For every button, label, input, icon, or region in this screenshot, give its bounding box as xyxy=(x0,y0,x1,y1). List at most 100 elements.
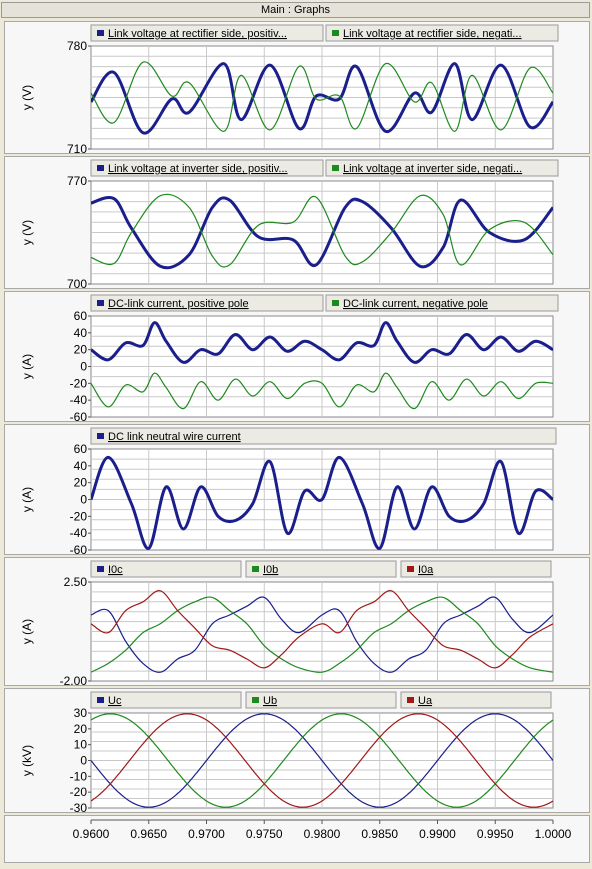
y-tick-label: 0 xyxy=(80,360,87,374)
y-tick-label: 10 xyxy=(74,738,88,752)
series-line xyxy=(91,590,553,669)
graph-svg: 2.50 -2.00 y (A) I0c I0b I0a xyxy=(20,560,554,688)
legend-entry[interactable]: DC link neutral wire current xyxy=(90,427,557,445)
graph-panel-2[interactable]: 770 700 y (V) Link voltage at inverter side… xyxy=(4,156,590,291)
series-line xyxy=(91,713,553,808)
series-line xyxy=(91,596,553,673)
y-tick-label: 780 xyxy=(67,39,87,53)
legend-box xyxy=(325,24,559,42)
legend-label: DC-link current, negative pole xyxy=(343,298,488,310)
legend-entry[interactable]: DC-link current, positive pole xyxy=(90,294,324,312)
legend-swatch xyxy=(97,30,104,36)
series-line xyxy=(91,62,553,135)
legend-label: I0b xyxy=(263,564,278,576)
graph-panel-6[interactable]: 30 20 10 0 -10 -20 -30 y (kV) Uc Ub Ua xyxy=(4,688,590,815)
x-tick-label: 0.9600 xyxy=(73,827,110,841)
legend-box xyxy=(90,159,324,177)
legend-entry[interactable]: I0b xyxy=(245,560,397,578)
legend-swatch xyxy=(332,30,339,36)
legend-swatch xyxy=(332,165,339,171)
legend-label: Link voltage at rectifier side, positiv.… xyxy=(108,28,287,40)
legend-label: Link voltage at rectifier side, negati..… xyxy=(343,28,522,40)
legend-entry[interactable]: Link voltage at rectifier side, positiv.… xyxy=(90,24,324,42)
legend-label: I0c xyxy=(108,564,123,576)
x-tick-label: 0.9750 xyxy=(246,827,283,841)
legend-label: Link voltage at inverter side, positiv..… xyxy=(108,163,288,175)
x-axis-panel: 0.9600 0.9650 0.9700 0.9750 0.9800 0.9850 0.99… xyxy=(4,815,590,863)
graph-panel-1[interactable]: 780 710 y (V) Link voltage at rectifier sid… xyxy=(4,21,590,156)
legend-entry[interactable]: Link voltage at inverter side, positiv..… xyxy=(90,159,324,177)
legend-entry[interactable]: Uc xyxy=(90,691,242,709)
series-line xyxy=(91,193,553,268)
legend-box xyxy=(90,294,324,312)
series-line xyxy=(91,196,553,270)
legend-box xyxy=(245,691,397,709)
y-tick-label: 60 xyxy=(74,309,88,323)
legend-box xyxy=(400,691,552,709)
y-tick-label: -60 xyxy=(70,410,88,423)
y-tick-label: -40 xyxy=(70,393,88,407)
series-line xyxy=(91,596,553,673)
legend-swatch xyxy=(407,566,414,572)
y-tick-label: -2.00 xyxy=(60,674,88,687)
legend-entry[interactable]: DC-link current, negative pole xyxy=(325,294,559,312)
legend-swatch xyxy=(97,697,104,703)
legend-entry[interactable]: I0c xyxy=(90,560,242,578)
y-tick-label: 0 xyxy=(80,754,87,768)
y-tick-label: 60 xyxy=(74,442,88,456)
x-tick-label: 0.9950 xyxy=(477,827,514,841)
y-tick-label: 20 xyxy=(74,476,88,490)
legend-label: Link voltage at inverter side, negati... xyxy=(343,163,522,175)
legend-box xyxy=(90,427,557,445)
legend-label: DC-link current, positive pole xyxy=(108,298,249,310)
legend-entry[interactable]: I0a xyxy=(400,560,552,578)
legend-entry[interactable]: Link voltage at inverter side, negati... xyxy=(325,159,559,177)
series-line xyxy=(91,372,553,410)
x-axis: 0.9600 0.9650 0.9700 0.9750 0.9800 0.9850 0.99… xyxy=(73,819,572,841)
legend-entry[interactable]: Ub xyxy=(245,691,397,709)
y-tick-label: -20 xyxy=(70,509,88,523)
series-line xyxy=(91,713,553,808)
legend-entry[interactable]: Ua xyxy=(400,691,552,709)
series-line xyxy=(91,321,553,364)
legend-swatch xyxy=(97,165,104,171)
graph-svg: 30 20 10 0-10 -20 -30 y (kV) Uc Ub Ua xyxy=(20,691,554,815)
legend-box xyxy=(245,560,397,578)
y-tick-label: 30 xyxy=(74,706,88,720)
legend-box xyxy=(90,691,242,709)
y-tick-label: 20 xyxy=(74,722,88,736)
y-axis-label: y (A) xyxy=(20,487,34,512)
y-tick-label: -10 xyxy=(70,769,88,783)
y-axis-label: y (A) xyxy=(20,619,34,644)
y-tick-label: 0 xyxy=(80,493,87,507)
legend-swatch xyxy=(97,300,104,306)
legend-box xyxy=(325,159,559,177)
graph-panel-3[interactable]: 60 40 20 0 -20 -40 -60 y (A) DC-link current, po… xyxy=(4,291,590,424)
y-tick-label: 770 xyxy=(67,174,87,188)
y-axis-label: y (V) xyxy=(20,85,34,110)
series-line xyxy=(91,455,553,550)
y-tick-label: 20 xyxy=(74,343,88,357)
graph-svg: 780 710 y (V) Link voltage at rectifier sid… xyxy=(20,24,559,156)
legend-swatch xyxy=(407,697,414,703)
legend-box xyxy=(325,294,559,312)
y-tick-label: 40 xyxy=(74,459,88,473)
y-tick-label: 40 xyxy=(74,326,88,340)
graph-panel-4[interactable]: 60 40 20 0 -20 -40 -60 y (A) DC link neutral wir… xyxy=(4,424,590,557)
x-tick-label: 0.9850 xyxy=(361,827,398,841)
legend-entry[interactable]: Link voltage at rectifier side, negati..… xyxy=(325,24,559,42)
legend-swatch xyxy=(252,566,259,572)
x-tick-label: 0.9800 xyxy=(304,827,341,841)
y-tick-label: 710 xyxy=(67,142,87,155)
y-axis-label: y (V) xyxy=(20,220,34,245)
graph-panel-5[interactable]: 2.50 -2.00 y (A) I0c I0b I0a xyxy=(4,557,590,688)
legend-label: I0a xyxy=(418,564,434,576)
legend-box xyxy=(400,560,552,578)
y-tick-label: -20 xyxy=(70,785,88,799)
window-title: Main : Graphs xyxy=(1,2,590,18)
x-tick-label: 0.9650 xyxy=(130,827,167,841)
legend-label: Uc xyxy=(108,695,122,707)
y-axis-label: y (kV) xyxy=(20,745,34,776)
x-tick-label: 0.9900 xyxy=(419,827,456,841)
